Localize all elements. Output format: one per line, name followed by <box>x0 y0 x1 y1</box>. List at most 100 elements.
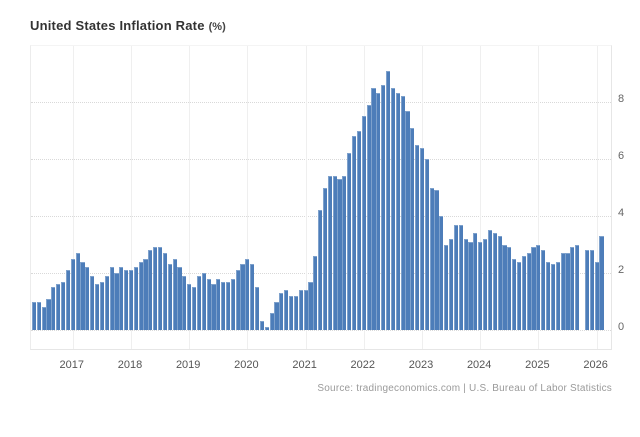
inflation-bar-2026-01 <box>594 261 599 330</box>
inflation-bar-2025-08 <box>570 247 575 330</box>
inflation-bar-2017-03 <box>80 261 85 330</box>
year-gridline-2021 <box>305 46 307 349</box>
inflation-bar-2018-09 <box>167 264 172 330</box>
inflation-bar-2021-05 <box>322 187 328 330</box>
inflation-bar-2019-11 <box>235 270 240 330</box>
y-axis-label-2: 2 <box>618 264 625 276</box>
inflation-bar-2024-05 <box>497 235 502 330</box>
inflation-bar-2018-05 <box>148 250 153 330</box>
inflation-bar-2021-01 <box>303 290 308 330</box>
inflation-bar-2021-06 <box>327 176 332 330</box>
inflation-bar-2020-06 <box>269 312 274 330</box>
inflation-bar-2024-12 <box>531 247 536 330</box>
inflation-bar-2019-06 <box>211 284 216 330</box>
inflation-bar-2020-04 <box>259 321 265 330</box>
inflation-bar-2016-07 <box>41 307 46 330</box>
inflation-bar-2020-05 <box>264 327 269 330</box>
inflation-bar-2016-06 <box>36 301 41 330</box>
y-axis-label-0: 0 <box>618 321 625 333</box>
inflation-bar-2022-05 <box>381 84 386 330</box>
inflation-bar-2018-02 <box>133 267 138 330</box>
inflation-bar-2018-11 <box>177 267 182 330</box>
inflation-bar-2025-02 <box>541 250 546 330</box>
x-axis-label-2020: 2020 <box>234 359 259 371</box>
x-axis-label-2019: 2019 <box>175 359 201 371</box>
inflation-bar-2022-10 <box>405 110 410 330</box>
inflation-bar-2024-03 <box>487 230 492 330</box>
inflation-bar-2016-11 <box>61 281 66 330</box>
inflation-bar-2024-02 <box>482 238 488 330</box>
chart-title: United States Inflation Rate (%) <box>30 17 226 35</box>
inflation-bar-2025-04 <box>550 264 556 330</box>
inflation-bar-2024-08 <box>512 258 517 330</box>
inflation-bar-2018-04 <box>143 258 148 330</box>
inflation-bar-2025-11 <box>584 250 589 330</box>
source-attribution: Source: tradingeconomics.com | U.S. Bure… <box>317 383 612 394</box>
inflation-bar-2023-01 <box>419 147 425 330</box>
inflation-bar-2017-07 <box>99 281 104 330</box>
inflation-bar-2022-02 <box>366 104 371 330</box>
inflation-bar-2019-05 <box>206 278 211 330</box>
inflation-bar-2018-01 <box>128 270 134 330</box>
inflation-bar-2025-01 <box>536 244 541 330</box>
inflation-bar-2019-10 <box>230 278 235 330</box>
inflation-bar-2022-04 <box>376 93 381 330</box>
inflation-bar-2020-08 <box>279 292 284 330</box>
inflation-bar-2023-04 <box>434 190 439 330</box>
inflation-bar-2020-07 <box>274 301 279 330</box>
inflation-bar-2018-12 <box>182 275 187 330</box>
inflation-bar-2023-09 <box>458 224 463 330</box>
inflation-bar-2022-08 <box>395 93 400 330</box>
inflation-bar-2021-12 <box>356 130 362 330</box>
inflation-bar-2023-12 <box>473 233 478 330</box>
inflation-bar-2025-12 <box>589 250 594 330</box>
inflation-bar-2016-10 <box>56 284 61 330</box>
inflation-bar-2025-09 <box>575 244 580 330</box>
inflation-bar-2025-05 <box>555 261 560 330</box>
inflation-bar-2017-05 <box>90 275 95 330</box>
x-axis-label-2024: 2024 <box>466 359 492 371</box>
inflation-bar-2024-04 <box>492 233 497 330</box>
inflation-bar-2019-03 <box>196 275 201 330</box>
inflation-bar-2022-09 <box>400 96 405 330</box>
x-axis-label-2021: 2021 <box>292 359 317 371</box>
inflation-bar-2022-07 <box>390 87 395 330</box>
inflation-bar-2024-11 <box>526 253 531 330</box>
inflation-bar-2023-02 <box>424 159 429 330</box>
inflation-bar-2020-03 <box>255 287 260 330</box>
inflation-bar-2018-06 <box>153 247 158 330</box>
inflation-bar-2017-01 <box>70 258 75 330</box>
chart-title-unit: (%) <box>208 21 226 33</box>
inflation-bar-2026-02 <box>599 235 604 330</box>
year-gridline-2018 <box>131 46 132 349</box>
x-axis-label-2025: 2025 <box>525 359 550 371</box>
inflation-bar-2017-11 <box>119 267 124 330</box>
inflation-bar-2022-11 <box>410 127 415 330</box>
inflation-bar-2019-09 <box>225 281 231 330</box>
inflation-bar-2024-07 <box>507 247 512 330</box>
inflation-bar-2020-02 <box>250 264 255 330</box>
inflation-bar-2023-08 <box>453 224 459 330</box>
inflation-bar-2025-03 <box>546 261 551 330</box>
y-axis-label-8: 8 <box>618 93 625 105</box>
inflation-bar-2019-04 <box>201 273 206 330</box>
inflation-bar-2017-10 <box>114 273 119 330</box>
inflation-bar-2021-11 <box>352 136 357 330</box>
inflation-bar-2024-10 <box>521 255 526 330</box>
inflation-bar-2016-12 <box>65 270 71 330</box>
inflation-bar-2022-12 <box>415 144 420 330</box>
year-gridline-2020 <box>247 46 249 349</box>
inflation-bar-2024-09 <box>516 261 522 330</box>
inflation-bar-2020-11 <box>293 295 298 330</box>
inflation-bar-2021-09 <box>342 176 347 330</box>
inflation-bar-2022-06 <box>385 70 391 330</box>
inflation-bar-2023-11 <box>468 241 473 330</box>
inflation-bar-2023-07 <box>449 238 454 330</box>
inflation-bar-2023-06 <box>444 244 449 330</box>
x-axis-label-2022: 2022 <box>350 359 376 371</box>
inflation-bar-2024-01 <box>478 241 483 330</box>
inflation-bar-2023-10 <box>463 238 468 330</box>
inflation-bar-2021-07 <box>332 176 337 330</box>
inflation-bar-2017-02 <box>75 253 80 330</box>
